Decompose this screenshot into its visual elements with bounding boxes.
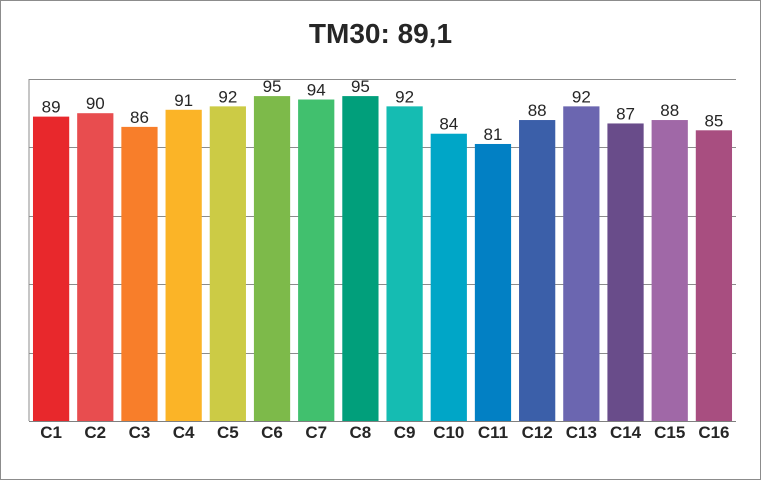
- value-label: 81: [484, 125, 503, 144]
- x-tick-label: C11: [478, 423, 508, 442]
- bar-c13: [563, 106, 600, 422]
- bar-c10: [430, 133, 467, 421]
- bar-c5: [209, 106, 246, 422]
- bar-c9: [386, 106, 423, 422]
- bar-c12: [519, 120, 556, 421]
- value-label: 90: [86, 94, 105, 113]
- category-labels: C1 C2 C3 C4 C5 C6 C7 C8 C9 C10 C11 C12 C13 C14 C15 C16: [40, 423, 729, 442]
- value-label: 92: [218, 87, 237, 106]
- x-tick-label: C2: [84, 423, 106, 442]
- bar-c6: [253, 96, 291, 421]
- value-label: 92: [572, 87, 591, 106]
- x-tick-label: C13: [566, 423, 597, 442]
- chart-title: TM30: 89,1: [308, 18, 453, 49]
- value-labels: 89 90 86 91 92 95 94 95 92 84 81 88 92 87 88 85: [42, 77, 724, 144]
- bar-c11: [474, 143, 512, 422]
- bar-c3: [121, 126, 158, 421]
- value-label: 88: [660, 101, 679, 120]
- x-tick-label: C6: [261, 423, 283, 442]
- value-label: 95: [263, 77, 282, 96]
- value-label: 92: [395, 87, 414, 106]
- bar-c14: [607, 123, 644, 422]
- x-tick-label: C5: [217, 423, 239, 442]
- value-label: 91: [174, 91, 193, 110]
- bar-c4: [165, 109, 202, 421]
- x-tick-label: C10: [433, 423, 464, 442]
- bar-c1: [32, 116, 70, 422]
- bar-c15: [651, 120, 688, 421]
- value-label: 89: [42, 98, 61, 117]
- bar-c2: [77, 113, 114, 421]
- bar-c16: [695, 130, 733, 422]
- x-tick-label: C1: [40, 423, 62, 442]
- value-label: 86: [130, 108, 149, 127]
- x-tick-label: C4: [173, 423, 195, 442]
- value-label: 88: [528, 101, 547, 120]
- value-label: 87: [616, 104, 635, 123]
- value-label: 95: [351, 77, 370, 96]
- x-tick-label: C7: [305, 423, 327, 442]
- bars: [32, 96, 733, 422]
- value-label: 85: [704, 111, 723, 130]
- x-tick-label: C16: [698, 423, 729, 442]
- value-label: 84: [439, 115, 458, 134]
- x-tick-label: C9: [394, 423, 416, 442]
- bar-c8: [342, 96, 379, 421]
- x-tick-label: C8: [350, 423, 372, 442]
- x-tick-label: C3: [129, 423, 151, 442]
- x-tick-label: C14: [610, 423, 642, 442]
- value-label: 94: [307, 81, 326, 100]
- x-tick-label: C12: [522, 423, 553, 442]
- x-tick-label: C15: [654, 423, 685, 442]
- bar-c7: [298, 99, 335, 422]
